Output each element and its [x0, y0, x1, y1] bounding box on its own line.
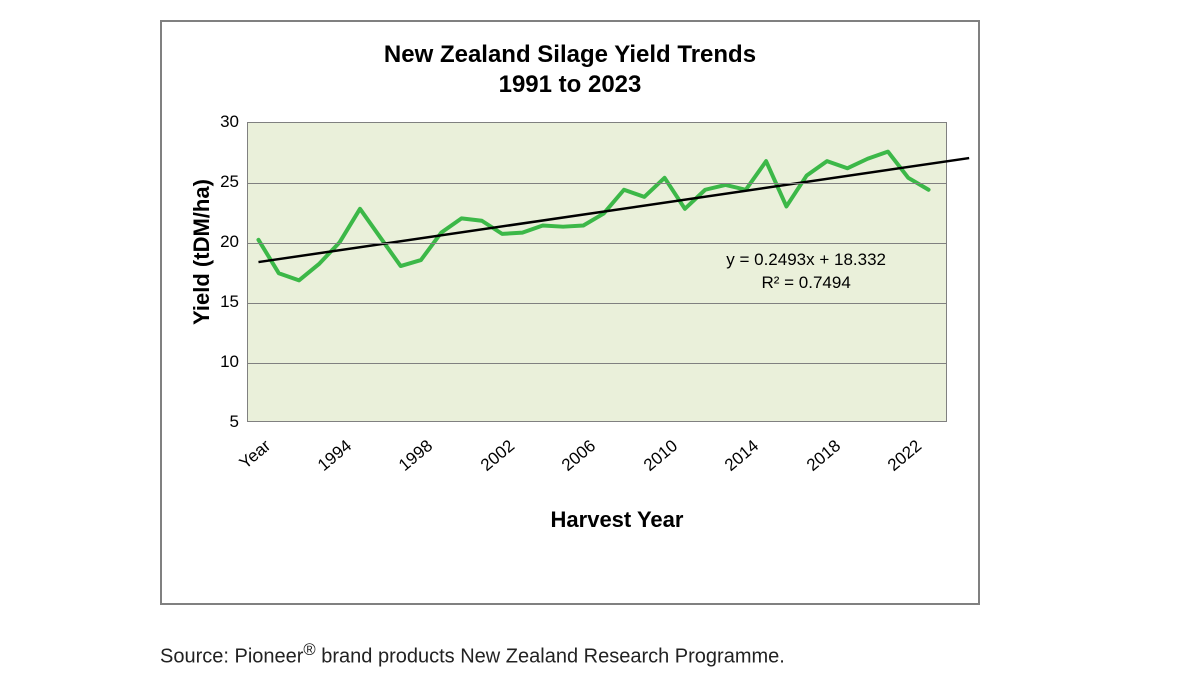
chart-title: New Zealand Silage Yield Trends 1991 to … [162, 40, 978, 100]
y-tick-label: 5 [207, 412, 239, 432]
chart-title-line1: New Zealand Silage Yield Trends [162, 40, 978, 70]
registered-mark: ® [303, 640, 315, 659]
gridline [248, 243, 946, 244]
x-tick-label: 2006 [558, 436, 600, 476]
x-tick-label: 1998 [395, 436, 437, 476]
chart-title-line2: 1991 to 2023 [162, 70, 978, 100]
page-root: New Zealand Silage Yield Trends 1991 to … [0, 0, 1200, 698]
source-caption: Source: Pioneer® brand products New Zeal… [160, 640, 1060, 669]
x-tick-label: 2010 [640, 436, 682, 476]
y-tick-label: 10 [207, 352, 239, 372]
gridline [248, 183, 946, 184]
trendline-equation: y = 0.2493x + 18.332 R² = 0.7494 [726, 249, 886, 295]
source-suffix: brand products New Zealand Research Prog… [316, 646, 785, 668]
gridline [248, 303, 946, 304]
x-tick-label: 1994 [314, 436, 356, 476]
x-tick-label: 2014 [721, 436, 763, 476]
y-tick-label: 30 [207, 112, 239, 132]
x-axis-title: Harvest Year [517, 507, 717, 533]
x-tick-label: 2002 [477, 436, 519, 476]
chart-container: New Zealand Silage Yield Trends 1991 to … [160, 20, 980, 605]
y-axis-title: Yield (tDM/ha) [189, 152, 215, 352]
plot-area: y = 0.2493x + 18.332 R² = 0.7494 [247, 122, 947, 422]
r2-line: R² = 0.7494 [726, 272, 886, 295]
x-tick-label: Year [235, 436, 274, 473]
x-tick-label: 2018 [803, 436, 845, 476]
source-prefix: Source: Pioneer [160, 646, 303, 668]
trendline [258, 158, 969, 262]
x-tick-label: 2022 [884, 436, 926, 476]
equation-line: y = 0.2493x + 18.332 [726, 249, 886, 272]
gridline [248, 363, 946, 364]
